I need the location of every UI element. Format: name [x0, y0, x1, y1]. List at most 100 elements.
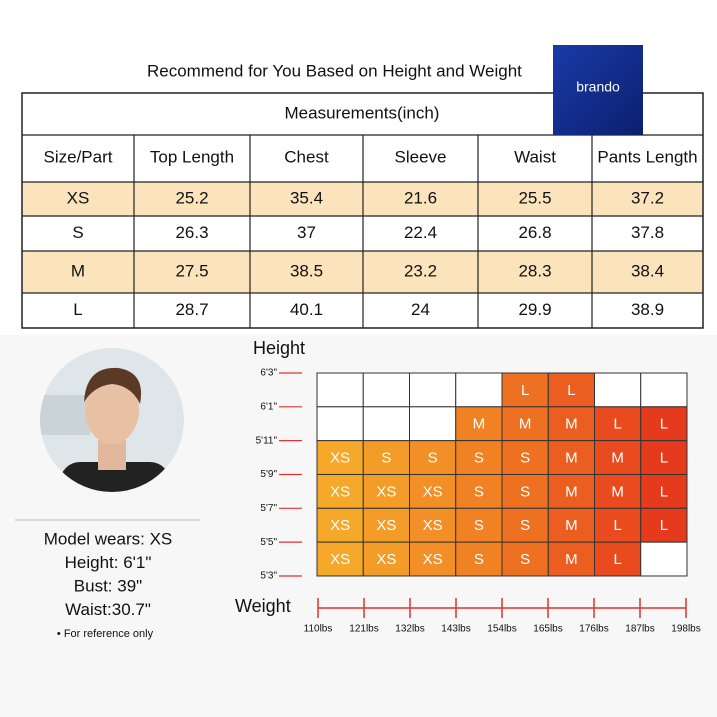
grid-cell	[455, 473, 503, 509]
table-cell: S	[72, 223, 83, 242]
weight-label: 165lbs	[533, 624, 562, 635]
grid-cell-label: XS	[423, 551, 443, 568]
table-cell: 38.9	[631, 300, 664, 319]
table-cell: 29.9	[518, 300, 551, 319]
grid-cell	[409, 406, 457, 442]
height-label: 5'5"	[260, 537, 277, 548]
weight-label: 121lbs	[349, 624, 378, 635]
column-header: Pants Length	[597, 147, 697, 166]
grid-cell-label: S	[520, 450, 530, 467]
grid-cell	[362, 406, 410, 442]
grid-cell-label: S	[474, 450, 484, 467]
grid-cell-label: S	[520, 551, 530, 568]
grid-cell	[547, 507, 595, 543]
weight-label: 176lbs	[579, 624, 608, 635]
grid-cell-label: XS	[376, 551, 396, 568]
grid-cell-label: M	[565, 450, 578, 467]
grid-cell	[594, 507, 642, 543]
table-cell: 26.3	[175, 223, 208, 242]
column-header: Chest	[284, 147, 329, 166]
grid-cell-label: L	[660, 517, 668, 534]
grid-cell-label: M	[611, 450, 624, 467]
grid-cell-label: L	[613, 551, 621, 568]
grid-cell-label: M	[565, 416, 578, 433]
grid-cell	[501, 372, 549, 408]
table-cell: 28.3	[518, 261, 551, 280]
weight-label: 143lbs	[441, 624, 470, 635]
grid-cell-label: M	[611, 483, 624, 500]
grid-cell-label: L	[660, 483, 668, 500]
photo-neck	[98, 440, 126, 470]
weight-label: 154lbs	[487, 624, 516, 635]
logo-box	[553, 45, 643, 135]
grid-cell-label: S	[474, 551, 484, 568]
table-cell: L	[73, 300, 82, 319]
column-header: Sleeve	[395, 147, 447, 166]
table-cell: 35.4	[290, 188, 323, 207]
table-cell: 37.8	[631, 223, 664, 242]
grid-cell	[362, 372, 410, 408]
model-line: Waist:30.7"	[65, 600, 151, 619]
table-cell: XS	[67, 188, 90, 207]
height-label: 6'3"	[260, 368, 277, 379]
grid-cell	[316, 473, 364, 509]
grid-cell-label: XS	[330, 517, 350, 534]
table-cell: 37	[297, 223, 316, 242]
grid-cell-label: XS	[330, 551, 350, 568]
title: Recommend for You Based on Height and We…	[147, 61, 522, 80]
grid-cell	[455, 406, 503, 442]
grid-cell-label: M	[519, 416, 532, 433]
table-cell: 24	[411, 300, 430, 319]
model-note: • For reference only	[57, 628, 154, 640]
table-cell: 23.2	[404, 261, 437, 280]
model-line: Bust: 39"	[74, 576, 142, 595]
grid-cell	[640, 372, 688, 408]
table-cell: 38.4	[631, 261, 664, 280]
grid-cell-label: L	[521, 382, 529, 399]
grid-cell-label: M	[565, 551, 578, 568]
grid-cell-label: S	[520, 517, 530, 534]
model-photo	[40, 348, 184, 492]
photo-window	[40, 395, 90, 435]
grid-cell	[455, 507, 503, 543]
grid-cell	[640, 507, 688, 543]
grid-cell	[640, 541, 688, 577]
grid-cell-label: XS	[376, 517, 396, 534]
table-cell: 27.5	[175, 261, 208, 280]
y-axis-label: Height	[253, 338, 305, 358]
model-line: Model wears: XS	[44, 529, 173, 548]
grid-cell-label: L	[613, 517, 621, 534]
grid-cell	[547, 372, 595, 408]
grid-cell	[594, 372, 642, 408]
weight-label: 187lbs	[625, 624, 654, 635]
table-cell: 21.6	[404, 188, 437, 207]
x-axis-label: Weight	[235, 596, 291, 616]
table-cell: 26.8	[518, 223, 551, 242]
column-header: Top Length	[150, 147, 234, 166]
photo-hair	[84, 367, 142, 404]
grid-cell-label: XS	[330, 450, 350, 467]
weight-label: 132lbs	[395, 624, 424, 635]
table-cell: 28.7	[175, 300, 208, 319]
grid-cell-label: XS	[423, 483, 443, 500]
table-cell: 25.2	[175, 188, 208, 207]
grid-cell	[455, 372, 503, 408]
table-cell: 37.2	[631, 188, 664, 207]
grid-cell-label: M	[473, 416, 486, 433]
grid-cell	[316, 372, 364, 408]
table-cell: 38.5	[290, 261, 323, 280]
model-line: Height: 6'1"	[65, 553, 152, 572]
grid-cell	[547, 406, 595, 442]
grid-cell-label: S	[520, 483, 530, 500]
logo: brando	[553, 45, 643, 135]
column-header: Size/Part	[44, 147, 113, 166]
measurement-table: Measurements(inch) Size/Part Top Length Che…	[21, 92, 704, 329]
grid-cell-label: S	[381, 450, 391, 467]
grid-cell-label: L	[567, 382, 575, 399]
grid-cell	[362, 473, 410, 509]
height-label: 5'3"	[260, 571, 277, 582]
grid-cell	[316, 507, 364, 543]
grid-cell	[501, 473, 549, 509]
grid-cell	[409, 372, 457, 408]
